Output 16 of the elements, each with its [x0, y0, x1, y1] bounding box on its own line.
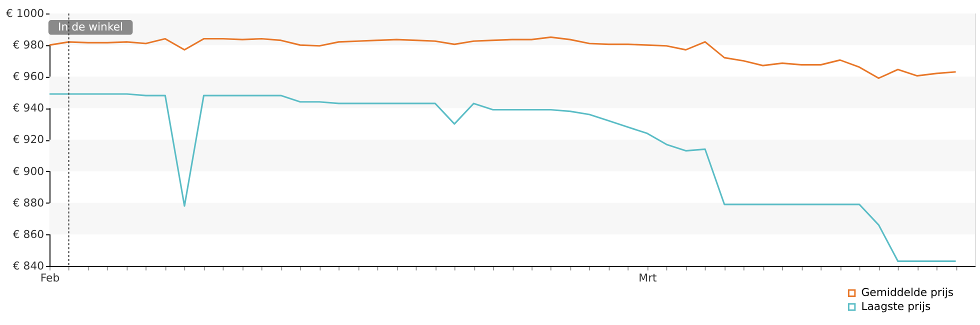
- y-tick-label: € 880: [12, 196, 44, 210]
- y-tick-label: € 860: [12, 228, 44, 241]
- y-tick-label: € 960: [12, 70, 44, 84]
- x-tick-label: Feb: [40, 271, 60, 284]
- y-tick-label: € 980: [12, 38, 44, 52]
- y-tick-label: € 1000: [6, 6, 44, 20]
- y-tick-label: € 940: [12, 102, 44, 115]
- legend-label: Gemiddelde prijs: [861, 286, 954, 300]
- y-tick-label: € 900: [12, 164, 44, 178]
- x-tick-label: Mrt: [638, 271, 657, 284]
- annotation: In de winkel: [58, 20, 124, 34]
- y-tick-label: € 840: [12, 259, 44, 272]
- legend-label: Laagste prijs: [861, 300, 931, 313]
- line-series: [48, 36, 957, 79]
- line-series: [48, 93, 957, 262]
- y-tick-label: € 920: [12, 133, 44, 146]
